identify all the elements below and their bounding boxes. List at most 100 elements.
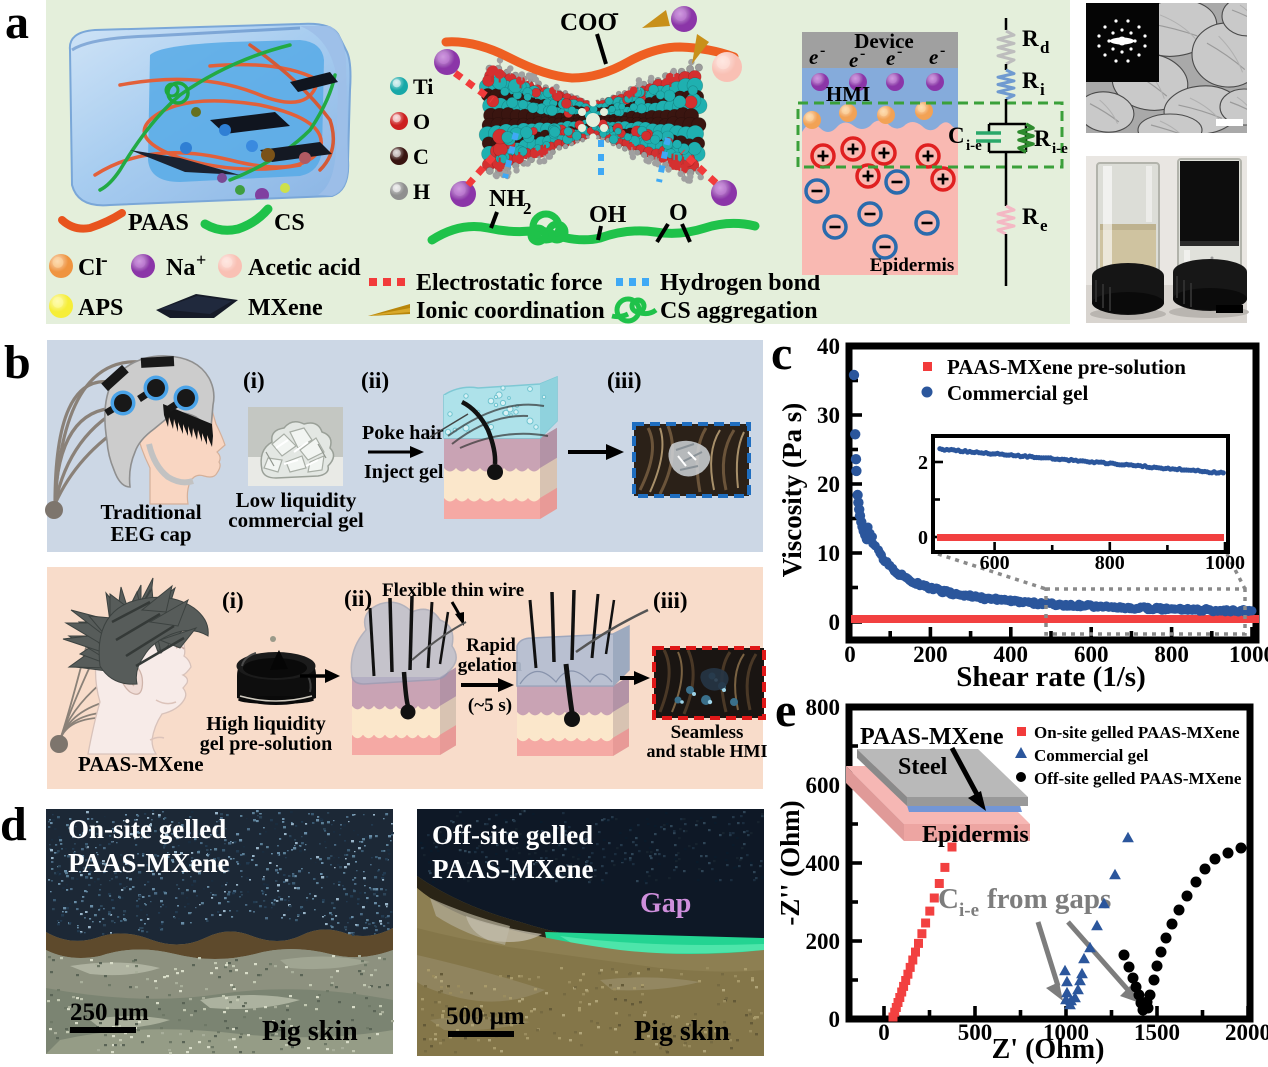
svg-text:-: - xyxy=(820,42,825,59)
svg-text:e: e xyxy=(886,46,895,70)
svg-text:Poke hair: Poke hair xyxy=(362,422,445,444)
svg-text:600: 600 xyxy=(980,552,1010,574)
svg-text:0: 0 xyxy=(918,527,928,549)
svg-text:APS: APS xyxy=(78,295,123,321)
svg-text:400: 400 xyxy=(806,851,841,876)
svg-text:MXene: MXene xyxy=(248,295,323,321)
svg-text:40: 40 xyxy=(817,334,840,359)
svg-text:High liquidity: High liquidity xyxy=(206,713,326,735)
svg-text:0: 0 xyxy=(829,610,841,635)
svg-text:Hydrogen bond: Hydrogen bond xyxy=(660,270,821,296)
svg-text:2: 2 xyxy=(523,199,532,218)
svg-text:OH: OH xyxy=(589,202,627,228)
svg-text:Electrostatic force: Electrostatic force xyxy=(416,270,603,296)
svg-text:commercial gel: commercial gel xyxy=(228,508,364,532)
svg-text:R: R xyxy=(1022,68,1039,93)
svg-text:i-e: i-e xyxy=(959,900,979,921)
svg-text:2: 2 xyxy=(918,452,928,474)
svg-text:Rapid: Rapid xyxy=(466,635,516,656)
svg-text:500 μm: 500 μm xyxy=(446,1003,525,1030)
svg-text:20: 20 xyxy=(817,472,840,497)
svg-text:Inject gel: Inject gel xyxy=(364,461,444,483)
svg-text:Traditional: Traditional xyxy=(100,500,201,524)
svg-text:(i): (i) xyxy=(222,588,244,613)
svg-text:Flexible thin wire: Flexible thin wire xyxy=(382,580,524,601)
svg-text:Off-site gelled PAAS-MXene: Off-site gelled PAAS-MXene xyxy=(1034,769,1242,788)
svg-text:200: 200 xyxy=(806,929,841,954)
svg-text:Pig skin: Pig skin xyxy=(634,1016,730,1047)
svg-text:Device: Device xyxy=(854,29,913,53)
svg-text:from gaps: from gaps xyxy=(987,883,1111,915)
svg-text:0: 0 xyxy=(829,1007,841,1032)
svg-text:-: - xyxy=(897,43,902,60)
svg-text:PAAS-MXene: PAAS-MXene xyxy=(78,752,204,776)
svg-text:Na: Na xyxy=(166,255,195,281)
svg-text:e: e xyxy=(1040,216,1048,235)
svg-text:C: C xyxy=(948,123,965,148)
svg-text:1000: 1000 xyxy=(1043,1020,1089,1045)
svg-text:c: c xyxy=(771,327,792,380)
svg-text:500: 500 xyxy=(958,1020,993,1045)
svg-text:R: R xyxy=(1022,204,1039,229)
svg-text:Commercial gel: Commercial gel xyxy=(1034,746,1149,765)
svg-text:d: d xyxy=(1040,38,1050,57)
svg-text:-: - xyxy=(940,42,945,59)
svg-text:a: a xyxy=(5,0,29,49)
svg-text:Epidermis: Epidermis xyxy=(870,255,954,276)
svg-text:PAAS: PAAS xyxy=(128,210,189,236)
svg-text:NH: NH xyxy=(489,186,525,212)
svg-text:PAAS-MXene pre-solution: PAAS-MXene pre-solution xyxy=(947,355,1186,379)
svg-text:(iii): (iii) xyxy=(653,588,688,613)
svg-text:Gap: Gap xyxy=(640,888,691,919)
svg-text:PAAS-MXene: PAAS-MXene xyxy=(68,848,229,878)
svg-text:Ti: Ti xyxy=(413,74,433,99)
svg-text:Low liquidity: Low liquidity xyxy=(236,488,357,512)
svg-text:i-e: i-e xyxy=(966,138,982,154)
svg-text:Ionic coordination: Ionic coordination xyxy=(416,298,605,324)
svg-text:Seamless: Seamless xyxy=(671,722,744,743)
svg-text:gelation: gelation xyxy=(458,655,523,676)
svg-text:1000: 1000 xyxy=(1205,552,1245,574)
svg-text:Off-site gelled: Off-site gelled xyxy=(432,820,593,850)
svg-text:400: 400 xyxy=(994,642,1029,667)
svg-text:Epidermis: Epidermis xyxy=(922,822,1029,848)
svg-text:600: 600 xyxy=(806,773,841,798)
svg-text:O: O xyxy=(413,109,430,134)
svg-text:COO: COO xyxy=(560,9,617,36)
svg-text:10: 10 xyxy=(817,541,840,566)
svg-text:C: C xyxy=(938,883,959,915)
svg-text:e: e xyxy=(775,684,796,737)
svg-text:e: e xyxy=(929,45,938,69)
svg-text:+: + xyxy=(196,250,206,270)
svg-text:2000: 2000 xyxy=(1225,1020,1268,1045)
svg-text:0: 0 xyxy=(844,642,856,667)
svg-text:800: 800 xyxy=(806,695,841,720)
svg-text:e: e xyxy=(809,45,818,69)
svg-text:(~5 s): (~5 s) xyxy=(468,695,512,716)
svg-text:H: H xyxy=(413,179,430,204)
svg-text:Shear rate (1/s): Shear rate (1/s) xyxy=(956,661,1146,693)
svg-text:1500: 1500 xyxy=(1134,1020,1180,1045)
svg-text:-: - xyxy=(101,249,108,271)
svg-text:Cl: Cl xyxy=(78,255,102,281)
svg-text:CS: CS xyxy=(274,210,305,236)
svg-text:(ii): (ii) xyxy=(344,586,372,611)
svg-text:and stable HMI: and stable HMI xyxy=(646,741,767,761)
svg-text:(iii): (iii) xyxy=(607,368,642,393)
svg-text:PAAS-MXene: PAAS-MXene xyxy=(860,724,1004,750)
svg-text:O: O xyxy=(669,200,688,226)
svg-text:R: R xyxy=(1022,26,1039,51)
svg-text:R: R xyxy=(1034,126,1051,151)
svg-text:Pig skin: Pig skin xyxy=(262,1016,358,1047)
svg-text:i-e: i-e xyxy=(1052,141,1068,157)
svg-text:e: e xyxy=(849,48,858,72)
svg-text:(i): (i) xyxy=(243,368,265,393)
svg-text:i: i xyxy=(1040,80,1045,99)
svg-text:Viscosity (Pa s): Viscosity (Pa s) xyxy=(777,403,807,577)
svg-text:Acetic acid: Acetic acid xyxy=(248,255,361,281)
svg-text:200: 200 xyxy=(913,642,948,667)
svg-text:1000: 1000 xyxy=(1229,642,1268,667)
svg-text:C: C xyxy=(413,144,429,169)
svg-text:-Z'' (Ohm): -Z'' (Ohm) xyxy=(775,800,805,925)
svg-text:800: 800 xyxy=(1154,642,1189,667)
